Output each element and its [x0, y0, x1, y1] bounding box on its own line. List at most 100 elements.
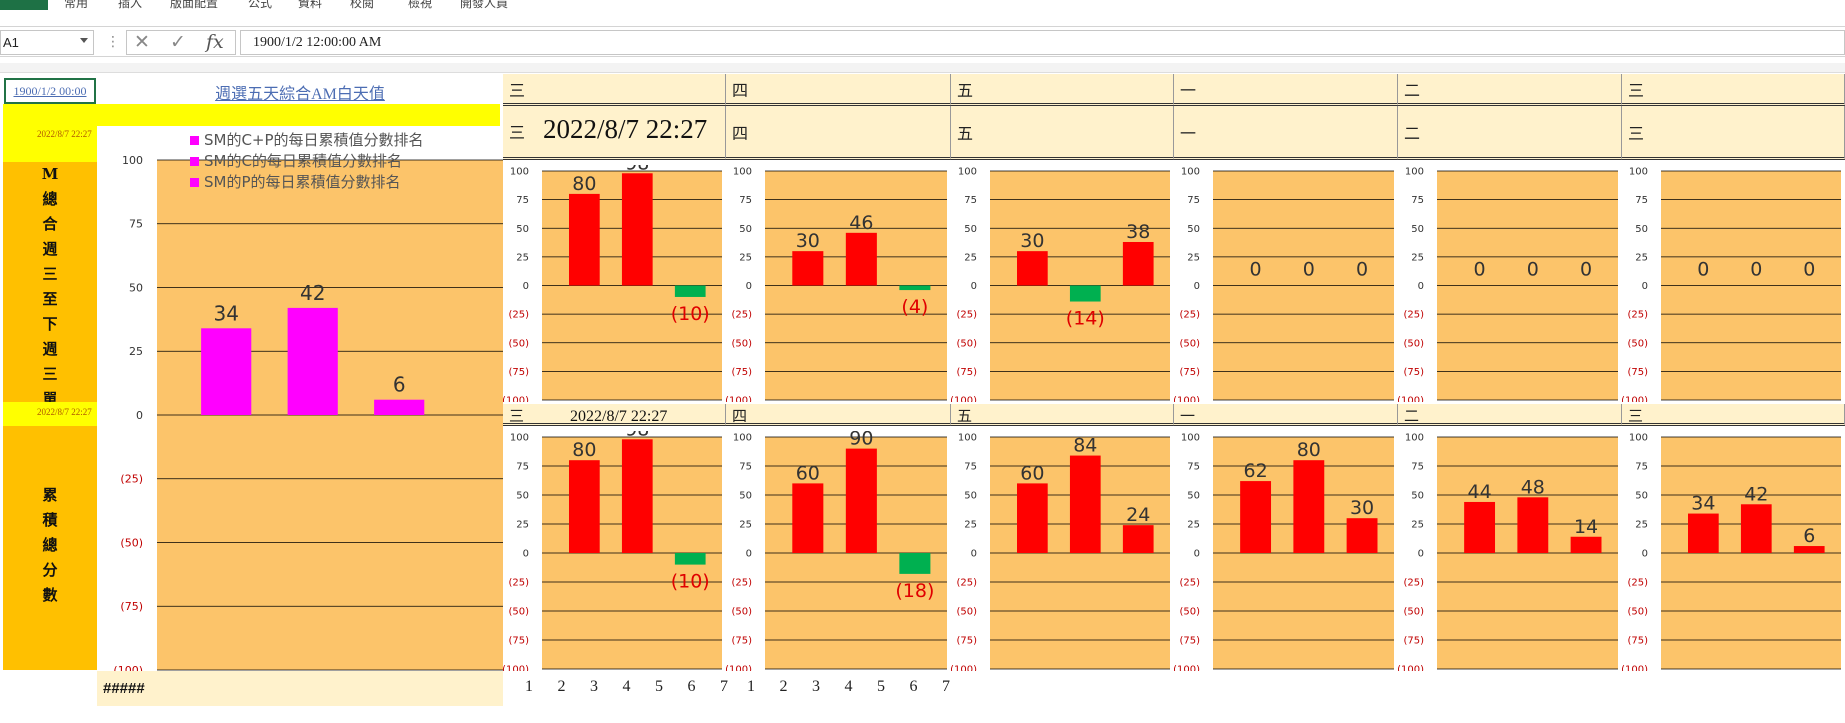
chart-top-5[interactable]: 100 75 50 25 0 (25) (50) (75) (100) 0 0 0 [1397, 165, 1622, 407]
chart-top-1[interactable]: 100 75 50 25 0 (25) (50) (75) (100) 80 98 (10) [502, 152, 726, 407]
tick-label: (100) [113, 664, 143, 671]
bar[interactable] [287, 307, 338, 415]
row-number[interactable]: 2 [779, 678, 788, 695]
bar[interactable] [1069, 285, 1101, 302]
ribbon-tab-2[interactable]: 插入 [118, 0, 143, 10]
day-label: 五 [957, 407, 973, 425]
bar[interactable] [1293, 460, 1325, 553]
bar[interactable] [569, 193, 600, 286]
cancel-icon[interactable]: ✕ [134, 31, 150, 53]
bar[interactable] [621, 173, 653, 286]
bar[interactable] [899, 553, 931, 574]
bar[interactable] [569, 460, 600, 553]
ribbon-tab-6[interactable]: 校閱 [350, 0, 375, 10]
bar[interactable] [899, 285, 931, 291]
bar[interactable] [201, 328, 252, 415]
data-label: (18) [895, 580, 934, 602]
chart-top-4[interactable]: 100 75 50 25 0 (25) (50) (75) (100) 0 0 0 [1173, 165, 1398, 407]
bar[interactable] [1517, 497, 1549, 553]
bar[interactable] [621, 439, 653, 553]
bar[interactable] [845, 448, 877, 553]
tick-label: 100 [1181, 433, 1200, 444]
chart-svg: 100 75 50 25 0 (25) (50) (75) (100) 30 46 (4) [725, 167, 947, 407]
day-band-bottom: 三 [1622, 404, 1845, 426]
bar[interactable] [1688, 513, 1719, 553]
bar[interactable] [1122, 241, 1154, 286]
tick-label: 50 [1187, 224, 1200, 235]
row-number[interactable]: 6 [687, 678, 696, 695]
day-label: 三 [509, 81, 526, 100]
row-number[interactable]: 7 [942, 678, 950, 695]
chevron-down-icon[interactable] [80, 38, 88, 43]
bar[interactable] [792, 251, 824, 286]
row-number[interactable]: 2 [557, 678, 566, 695]
chart-bot-5[interactable]: 100 75 50 25 0 (25) (50) (75) (100) 44 48 14 [1397, 431, 1622, 676]
data-label: 0 [1250, 259, 1262, 281]
row-number[interactable]: 4 [622, 678, 631, 695]
bar[interactable] [1464, 501, 1496, 553]
confirm-icon[interactable]: ✓ [170, 31, 186, 53]
ribbon-tab-7[interactable]: 檢視 [408, 0, 433, 10]
chart-bot-1[interactable]: 100 75 50 25 0 (25) (50) (75) (100) 80 98 (10) [502, 418, 726, 676]
bar[interactable] [1017, 251, 1048, 286]
day-label: 四 [732, 124, 749, 143]
day-label: 二 [1404, 81, 1421, 100]
tick-label: 25 [1635, 252, 1648, 263]
bar[interactable] [374, 399, 425, 415]
tick-label: 25 [516, 252, 529, 263]
tick-label: 75 [739, 462, 752, 473]
ribbon-tab-1[interactable]: 常用 [64, 0, 89, 10]
hash-cell[interactable]: ##### [97, 671, 503, 706]
tab-file[interactable] [0, 0, 48, 10]
bar[interactable] [1346, 518, 1378, 553]
bar[interactable] [1069, 455, 1101, 553]
row-number[interactable]: 5 [655, 678, 663, 695]
ribbon-tab-5[interactable]: 資料 [298, 0, 323, 10]
row-number[interactable]: 3 [812, 678, 820, 695]
row-number[interactable]: 6 [909, 678, 918, 695]
data-label: (14) [1066, 308, 1105, 330]
ribbon-tab-4[interactable]: 公式 [248, 0, 273, 10]
chart-bot-3[interactable]: 100 75 50 25 0 (25) (50) (75) (100) 60 84 24 [950, 431, 1174, 676]
bar[interactable] [1793, 546, 1825, 553]
day-band-top: 四 [726, 74, 951, 106]
chart-top-2[interactable]: 100 75 50 25 0 (25) (50) (75) (100) 30 46 (4) [725, 165, 951, 407]
main-chart[interactable]: 100 75 50 25 0 (25) (50) (75) (100) 34 42 6 SM的C+P的每… [97, 126, 503, 677]
ribbon-tab-3[interactable]: 版面配置 [170, 0, 219, 10]
name-box[interactable]: A1 [0, 30, 94, 55]
tick-label: 0 [1418, 549, 1424, 560]
chart-top-6[interactable]: 100 75 50 25 0 (25) (50) (75) (100) 0 0 0 [1621, 165, 1845, 407]
chart-svg: 100 75 50 25 0 (25) (50) (75) (100) 80 98 (10) [502, 418, 722, 676]
tick-label: (75) [508, 636, 529, 647]
title-link[interactable]: 週選五天綜合AM白天值 [215, 86, 385, 103]
row-number[interactable]: 1 [525, 678, 533, 695]
tick-label: (75) [1179, 367, 1200, 378]
row-number[interactable]: 1 [747, 678, 755, 695]
row-number[interactable]: 3 [590, 678, 598, 695]
bar[interactable] [1740, 504, 1772, 553]
bar[interactable] [845, 232, 877, 286]
tick-label: 50 [1411, 491, 1424, 502]
fx-icon[interactable]: fx [206, 31, 224, 53]
row-number[interactable]: 4 [844, 678, 853, 695]
chart-bot-2[interactable]: 100 75 50 25 0 (25) (50) (75) (100) 60 90 (18) [725, 428, 951, 676]
bar[interactable] [1017, 483, 1048, 553]
bar[interactable] [1570, 536, 1602, 553]
formula-input[interactable]: 1900/1/2 12:00:00 AM [240, 30, 1845, 55]
column-headers[interactable] [0, 63, 1845, 73]
chart-bot-6[interactable]: 100 75 50 25 0 (25) (50) (75) (100) 34 42 6 [1621, 431, 1845, 676]
data-label: 34 [1691, 493, 1715, 515]
row-number[interactable]: 5 [877, 678, 885, 695]
tick-label: 100 [958, 167, 977, 178]
bar[interactable] [792, 483, 824, 553]
bar[interactable] [674, 553, 706, 565]
ribbon-tab-8[interactable]: 開發人員 [460, 0, 509, 10]
tick-label: 0 [523, 549, 529, 560]
bar[interactable] [1240, 481, 1272, 553]
row-number[interactable]: 7 [720, 678, 728, 695]
chart-top-3[interactable]: 100 75 50 25 0 (25) (50) (75) (100) 30 (14) 38 [950, 165, 1174, 407]
chart-bot-4[interactable]: 100 75 50 25 0 (25) (50) (75) (100) 62 80 30 [1173, 431, 1398, 676]
bar[interactable] [674, 285, 706, 297]
bar[interactable] [1122, 525, 1154, 553]
date-cell[interactable]: 1900/1/2 00:00 [4, 78, 96, 104]
